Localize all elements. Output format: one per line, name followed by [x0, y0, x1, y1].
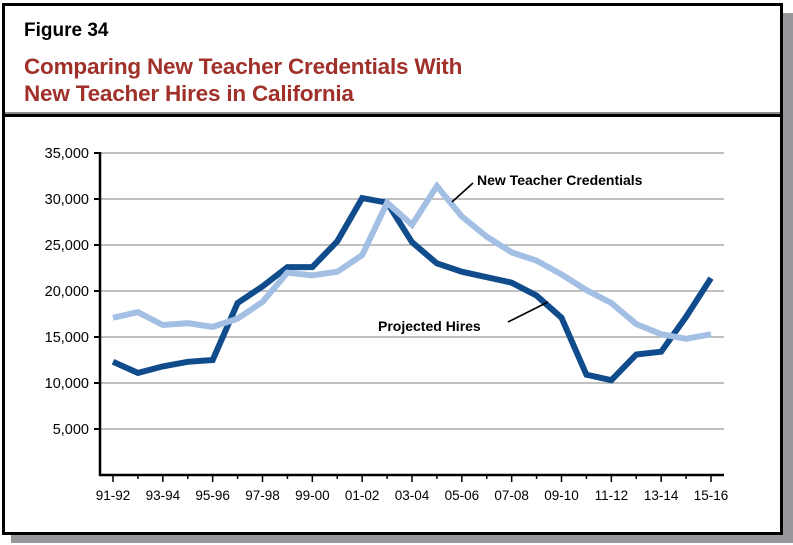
series-lines	[111, 181, 714, 384]
credentials-leader-line	[451, 182, 474, 203]
x-tick-label: 91-92	[96, 488, 131, 503]
frame-shadow-bottom	[11, 533, 793, 543]
y-tick-label: 15,000	[45, 330, 89, 346]
figure-title-line-2: New Teacher Hires in California	[24, 81, 354, 106]
x-axis: 91-92 93-94 95-96 97-98 99-00 01-02 03-04 05-06…	[96, 473, 729, 503]
x-tick-label: 15-16	[694, 488, 729, 503]
gridlines	[100, 152, 724, 430]
frame-shadow-right	[783, 13, 793, 543]
x-tick-label: 97-98	[245, 488, 280, 503]
y-tick-label: 10,000	[45, 376, 89, 392]
credentials-line	[112, 181, 712, 342]
figure-title-line-1: Comparing New Teacher Credentials With	[24, 54, 463, 79]
x-tick-label: 07-08	[494, 488, 529, 503]
x-tick-label: 93-94	[146, 488, 181, 503]
credentials-label: New Teacher Credentials	[477, 172, 643, 188]
header-divider-shadow	[5, 112, 780, 114]
figure-frame: Figure 34 Comparing New Teacher Credenti…	[2, 3, 783, 535]
figure-title: Comparing New Teacher Credentials With N…	[24, 53, 462, 107]
y-tick-label: 30,000	[45, 192, 89, 208]
x-tick-label: 05-06	[445, 488, 480, 503]
x-tick-label: 99-00	[295, 488, 330, 503]
figure-header: Figure 34 Comparing New Teacher Credenti…	[5, 6, 780, 114]
x-tick-label: 03-04	[395, 488, 430, 503]
x-tick-label: 01-02	[345, 488, 380, 503]
y-tick-label: 35,000	[45, 146, 89, 162]
hires-line	[111, 194, 714, 384]
x-tick-label: 95-96	[195, 488, 230, 503]
x-tick-label: 09-10	[544, 488, 579, 503]
figure-number: Figure 34	[24, 20, 109, 41]
x-tick-label: 11-12	[595, 488, 629, 503]
header-divider	[5, 114, 780, 117]
y-axis: 5,000 10,000 15,000 20,000 25,000 30,000 35,00…	[45, 146, 102, 476]
hires-leader-line	[507, 301, 549, 323]
y-tick-label: 5,000	[53, 422, 89, 438]
annotations: New Teacher Credentials Projected Hires	[378, 172, 643, 334]
hires-label: Projected Hires	[378, 318, 481, 334]
x-tick-label: 13-14	[644, 488, 679, 503]
y-tick-label: 25,000	[45, 238, 89, 254]
y-tick-label: 20,000	[45, 284, 89, 300]
